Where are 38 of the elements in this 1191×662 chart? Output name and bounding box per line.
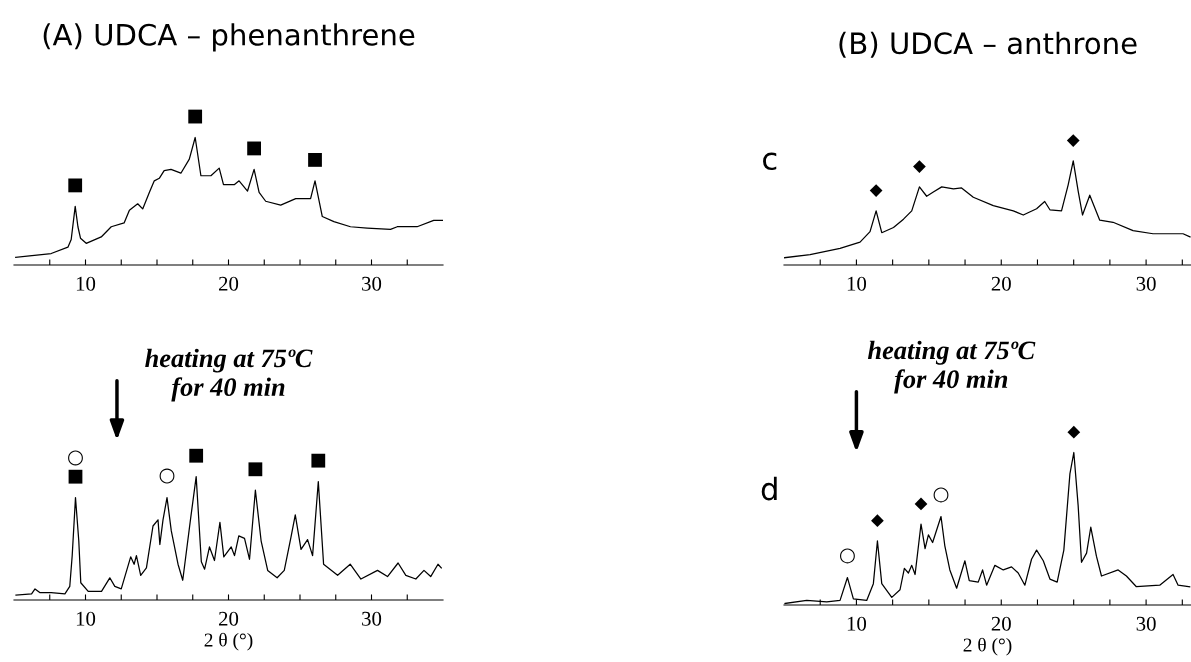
annotation: ■ [248,462,263,477]
x-tick-label: 10 [76,276,96,291]
x-tick-label: 30 [362,611,382,626]
text: d [761,476,777,501]
annotation: ■ [68,178,83,193]
annotation: ■ [311,453,326,468]
annotation: ■ [68,469,83,484]
annotation: ■ [308,152,322,167]
chart-title: (A) UDCA – phenanthrene [43,23,415,52]
x-tick-label: 30 [1136,616,1156,631]
annotation: ■ [247,141,261,156]
x-tick-label: 30 [1136,276,1156,291]
chart-title: (B) UDCA – anthrone [839,31,1137,58]
x-tick-label: 10 [76,611,96,626]
annotation: ■ [188,109,203,124]
annotation: ◆ [869,184,883,197]
x-tick-label: 20 [991,276,1011,291]
annotation: ◆ [1067,425,1081,439]
x-tick-label: 10 [847,616,867,631]
text: heating at 75ºC for 40 min [145,348,313,402]
x-axis-title: 2 θ (°) [963,637,1012,656]
annotation: ◆ [1066,134,1080,147]
annotation: ◆ [871,514,884,528]
x-tick-label: 30 [362,276,382,291]
x-axis-title: 2 θ (°) [204,632,253,651]
x-tick-label: 20 [219,611,239,626]
text: c [763,152,777,171]
annotation: ○ [933,487,949,503]
annotation: ◆ [914,497,928,511]
annotation: ○ [68,450,83,466]
x-tick-label: 20 [991,616,1011,631]
annotation: ◆ [913,160,926,173]
x-tick-label: 20 [219,276,239,291]
annotation: ○ [159,468,175,484]
annotation: ■ [189,448,204,463]
x-tick-label: 10 [847,276,867,291]
text: heating at 75ºC for 40 min [867,340,1036,394]
annotation: ○ [840,548,855,564]
